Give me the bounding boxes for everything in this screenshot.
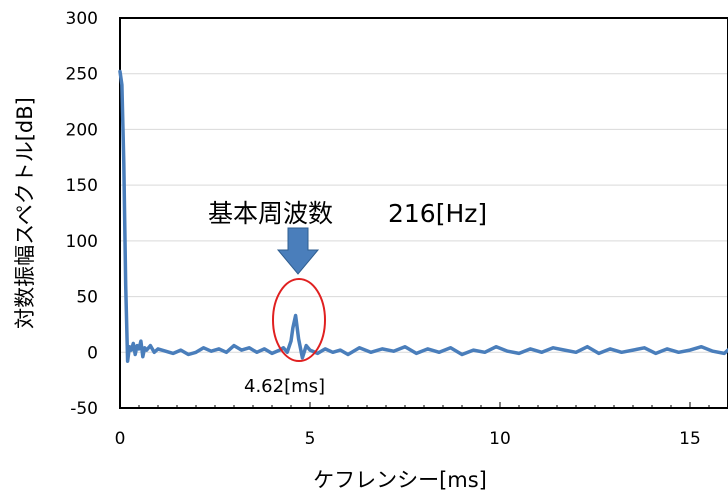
y-axis-ticks: 300 250 200 150 100 50 0 -50 [66,9,98,419]
y-tick-label: 50 [76,288,98,308]
x-axis-ticks: 0 5 10 15 [115,402,728,449]
fundamental-value: 216[Hz] [388,199,487,228]
y-tick-label: 250 [66,65,98,85]
fundamental-label: 基本周波数 [208,199,333,228]
peak-highlight-circle [272,278,326,362]
peak-quefrency-label: 4.62[ms] [244,376,325,397]
x-tick-label: 10 [489,429,511,449]
x-tick-label: 5 [305,429,316,449]
y-tick-label: 200 [66,120,98,140]
down-arrow-icon [276,227,320,275]
x-axis-title: ケフレンシー[ms] [313,468,487,492]
y-axis-title: 対数振幅スペクトル[dB] [13,97,37,329]
horizontal-gridlines [120,73,728,353]
x-tick-label: 0 [115,429,126,449]
x-tick-label: 15 [679,429,701,449]
y-tick-label: 100 [66,232,98,252]
series-group [118,69,728,363]
y-tick-label: 300 [66,9,98,29]
y-tick-label: -50 [70,399,98,419]
y-tick-label: 0 [87,343,98,363]
y-tick-label: 150 [66,176,98,196]
cepstrum-series-line [118,69,728,363]
